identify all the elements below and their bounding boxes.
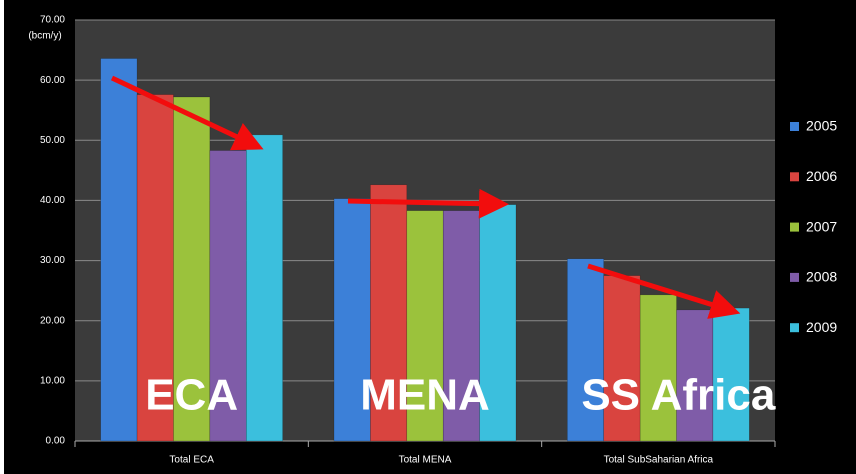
legend-label: 2008 xyxy=(806,269,837,285)
y-tick-label: 20.00 xyxy=(40,315,65,326)
x-tick-label: Total MENA xyxy=(399,455,452,466)
y-tick-label: 70.00 xyxy=(40,15,65,26)
x-tick-label: Total SubSaharian Africa xyxy=(604,455,714,466)
y-axis-label: (bcm/y) xyxy=(28,31,61,42)
trend-arrow xyxy=(110,75,264,151)
y-tick-label: 40.00 xyxy=(40,195,65,206)
bar xyxy=(639,294,677,442)
bar xyxy=(246,134,283,442)
annotation: MENA xyxy=(360,371,490,420)
y-tick-label: 60.00 xyxy=(40,75,65,86)
bar xyxy=(712,307,750,442)
trend-arrow xyxy=(347,188,509,219)
bar xyxy=(333,198,371,442)
trend-arrow xyxy=(587,263,741,319)
bar xyxy=(100,58,138,442)
legend-swatch xyxy=(790,323,799,333)
legend-swatch xyxy=(790,222,799,232)
y-tick-label: 50.00 xyxy=(40,135,65,146)
legend-swatch xyxy=(790,272,799,282)
legend-swatch xyxy=(790,172,799,182)
bar xyxy=(370,184,408,442)
bar xyxy=(209,150,247,442)
legend-label: 2006 xyxy=(806,168,837,184)
annotation: ECA xyxy=(145,371,238,420)
arrows xyxy=(110,75,741,319)
bar xyxy=(406,210,444,442)
bar xyxy=(442,210,480,442)
bar xyxy=(479,204,517,442)
legend-label: 2007 xyxy=(806,218,837,234)
legend-label: 2005 xyxy=(806,118,837,134)
bar xyxy=(173,96,211,442)
legend-label: 2009 xyxy=(806,319,837,335)
left-border xyxy=(0,0,4,474)
y-tick-label: 0.00 xyxy=(46,436,66,447)
y-tick-label: 10.00 xyxy=(40,375,65,386)
bar xyxy=(567,258,604,442)
x-tick-label: Total ECA xyxy=(169,455,214,466)
bar xyxy=(603,275,641,442)
bar xyxy=(676,309,714,442)
legend-swatch xyxy=(790,122,799,131)
annotation: SS Africa xyxy=(581,371,776,420)
bar xyxy=(136,94,174,442)
y-tick-label: 30.00 xyxy=(40,255,65,266)
